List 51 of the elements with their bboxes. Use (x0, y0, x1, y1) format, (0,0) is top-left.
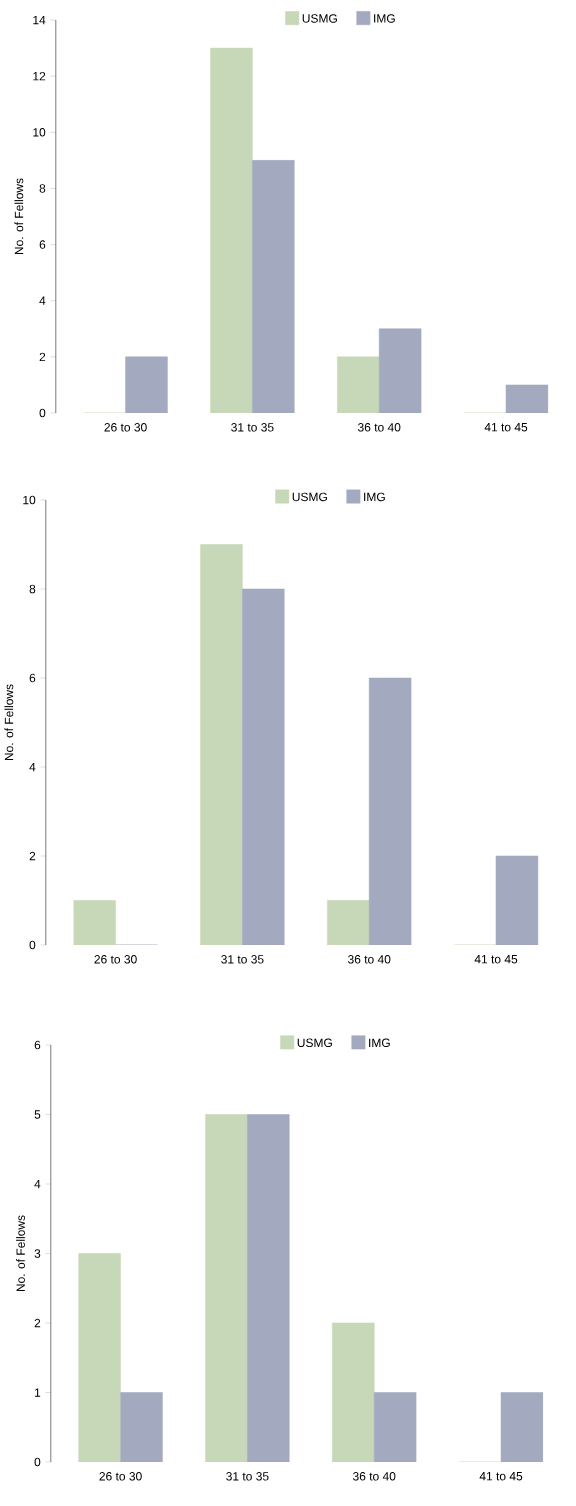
y-tick-label: 4 (29, 762, 36, 772)
x-tick-label: 36 to 40 (353, 1472, 396, 1481)
legend-label: USMG (302, 14, 338, 23)
x-tick-label: 26 to 30 (94, 955, 137, 964)
x-tick-label: 36 to 40 (358, 423, 401, 432)
y-axis-title: No. of Fellows (4, 684, 14, 761)
legend-label: IMG (364, 492, 385, 502)
legend-label: USMG (297, 1038, 333, 1048)
legend-label: USMG (292, 492, 328, 502)
y-axis-title: No. of Fellows (16, 1215, 26, 1292)
y-tick-label: 4 (39, 296, 46, 305)
y-tick-label: 6 (34, 1040, 41, 1050)
legend-label: IMG (369, 1038, 390, 1048)
y-tick-label: 4 (34, 1179, 41, 1189)
y-tick-label: 12 (33, 71, 46, 81)
y-tick-label: 6 (29, 673, 36, 683)
bar (252, 160, 295, 414)
y-tick-label: 14 (33, 15, 46, 25)
bar (205, 1114, 248, 1463)
x-tick-label: 41 to 45 (484, 423, 528, 432)
bar (210, 47, 253, 414)
bar (379, 328, 422, 414)
y-tick-label: 1 (35, 1388, 41, 1397)
y-tick-label: 0 (29, 940, 36, 950)
y-tick-label: 8 (39, 184, 46, 193)
y-tick-label: 5 (34, 1110, 41, 1119)
x-tick-label: 41 to 45 (474, 955, 518, 964)
bar (505, 384, 549, 414)
x-tick-label: 31 to 35 (231, 423, 274, 432)
y-tick-label: 0 (34, 1457, 41, 1467)
y-tick-label: 10 (23, 495, 36, 505)
y-tick-label: 2 (34, 1318, 41, 1328)
bar (125, 356, 168, 414)
bar (332, 1322, 375, 1463)
y-tick-label: 8 (29, 584, 36, 594)
y-tick-label: 2 (29, 851, 36, 861)
y-axis-title: No. of Fellows (14, 178, 24, 255)
bar (337, 356, 380, 414)
y-tick-label: 2 (39, 352, 46, 362)
y-tick-label: 0 (39, 408, 46, 418)
y-tick-label: 3 (34, 1249, 41, 1258)
y-tick-label: 6 (39, 240, 46, 249)
x-tick-label: 31 to 35 (226, 1472, 269, 1481)
x-tick-label: 31 to 35 (221, 955, 264, 964)
legend-label: IMG (374, 14, 395, 23)
x-tick-label: 36 to 40 (348, 955, 391, 964)
x-tick-label: 26 to 30 (104, 423, 147, 432)
x-tick-label: 41 to 45 (479, 1472, 523, 1481)
x-tick-label: 26 to 30 (99, 1472, 142, 1481)
bar (78, 1253, 121, 1463)
y-tick-label: 10 (33, 128, 46, 137)
